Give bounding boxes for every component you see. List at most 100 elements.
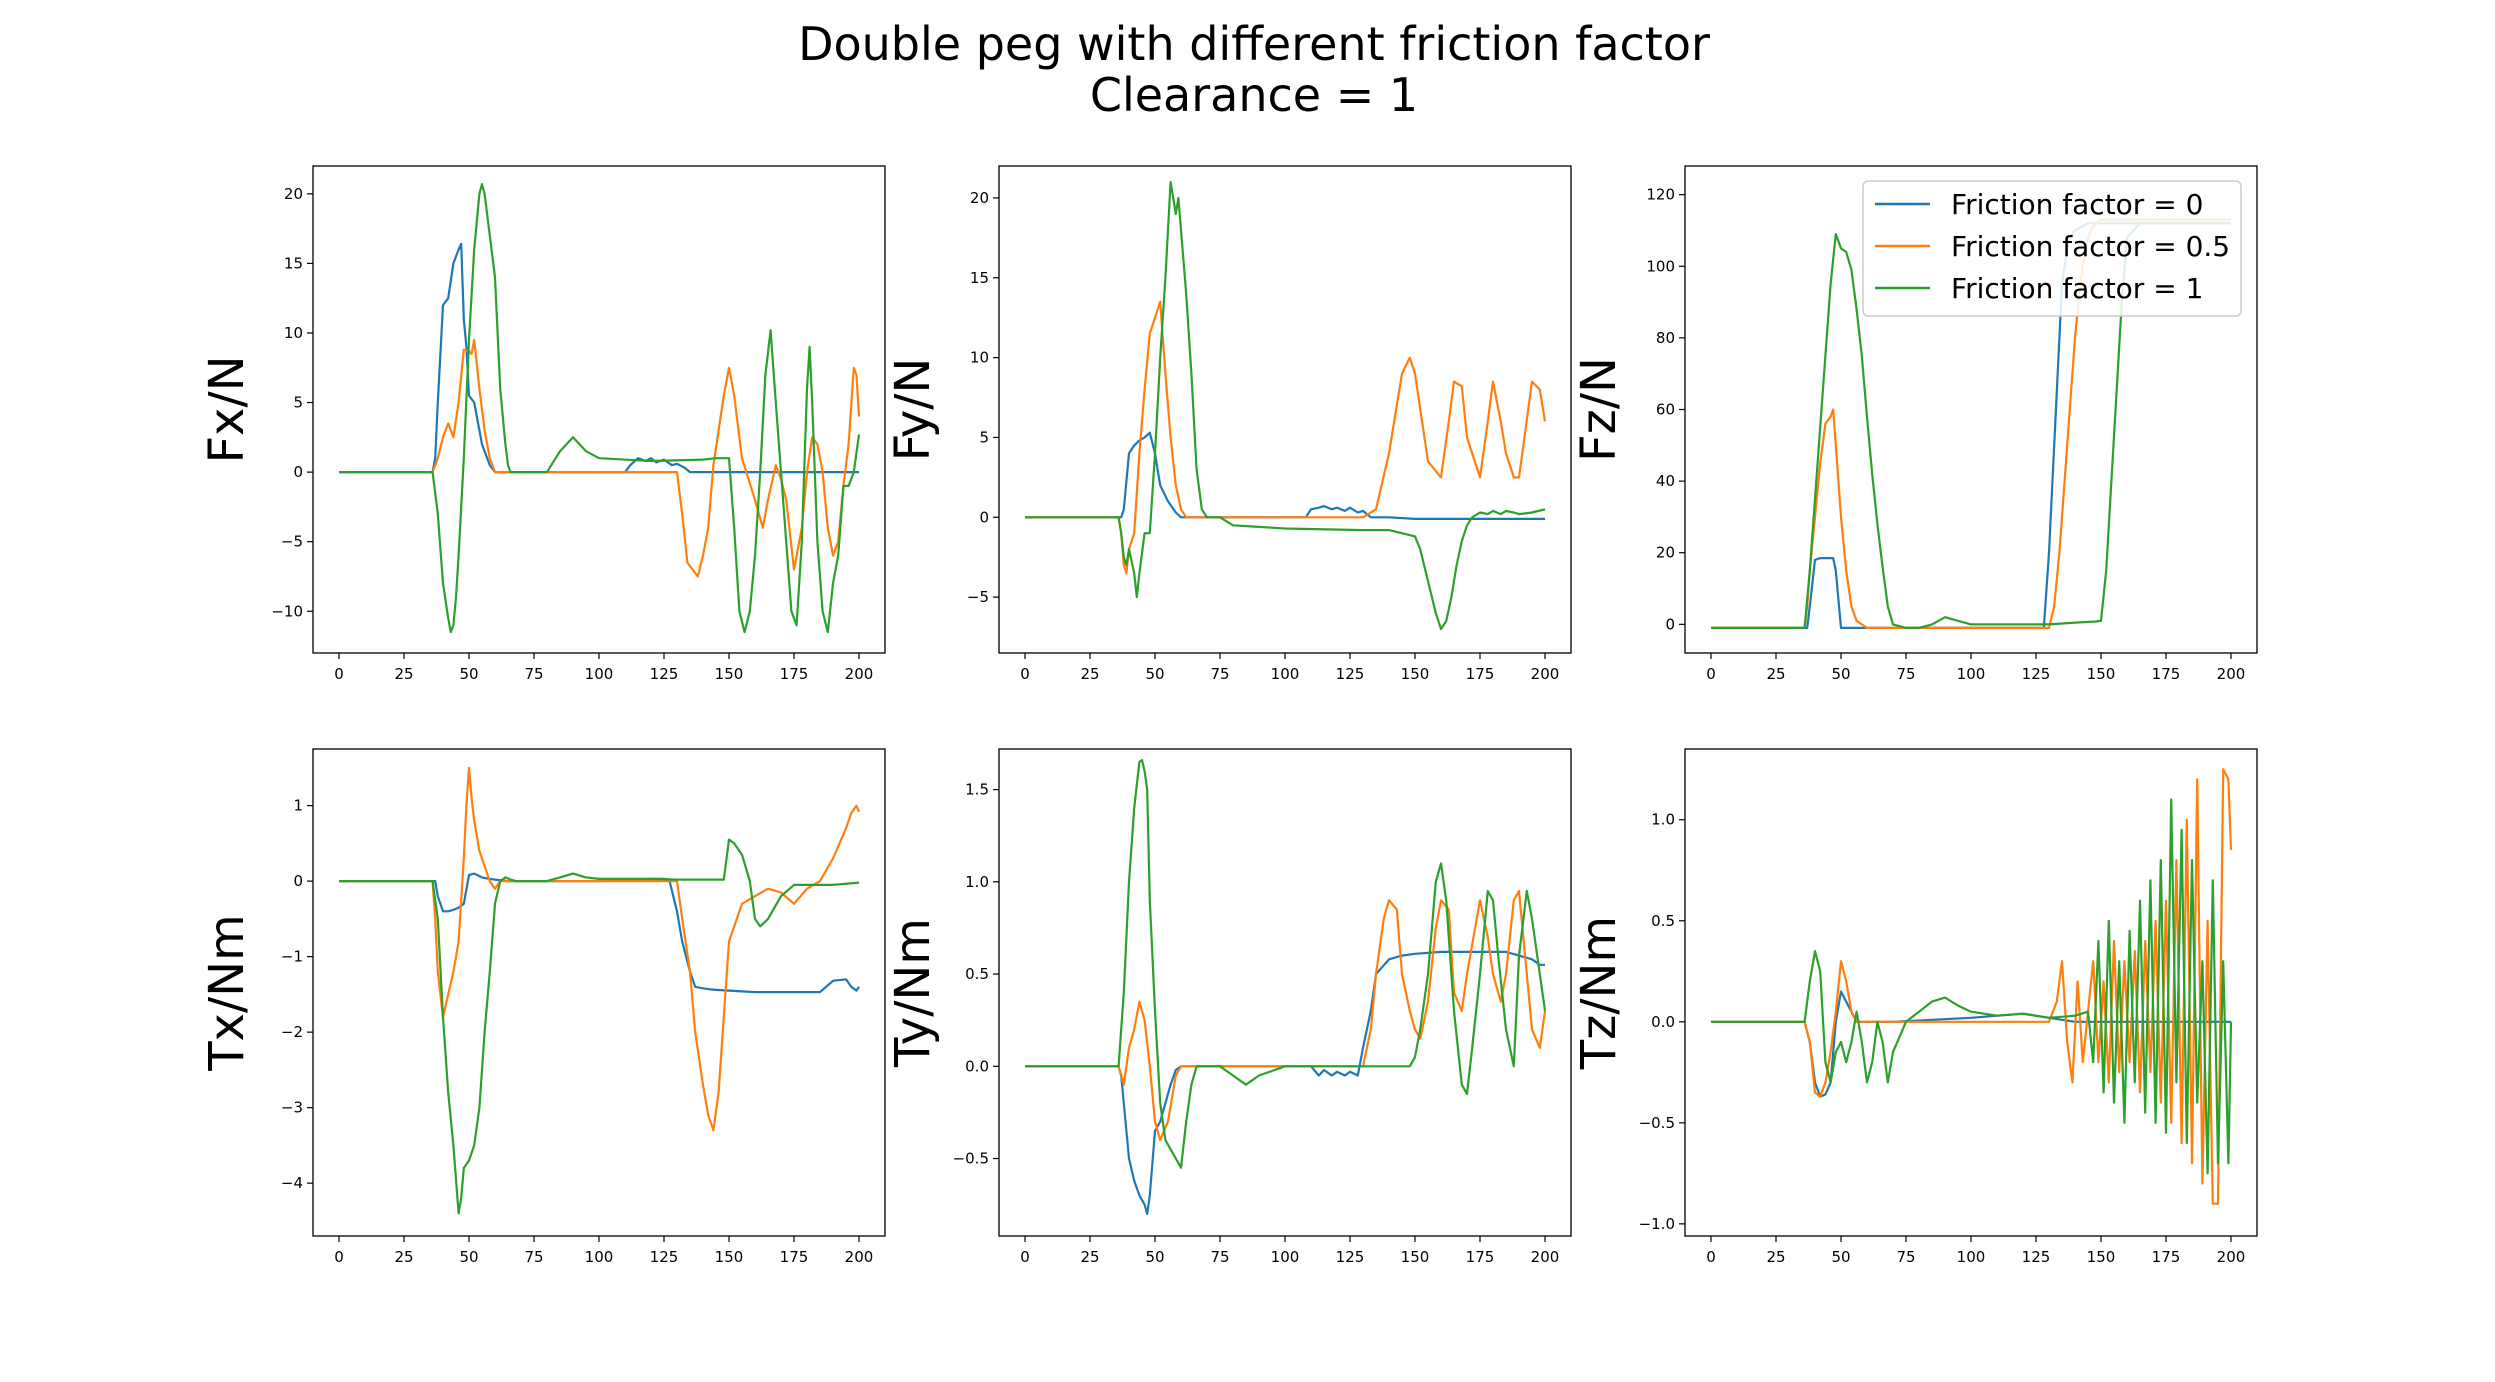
- fy-xtick-label: 75: [1210, 665, 1229, 683]
- ty-ytick-label: 0.0: [965, 1057, 989, 1075]
- fz-xtick-label: 75: [1896, 665, 1915, 683]
- fz-xtick-label: 50: [1831, 665, 1850, 683]
- tz-xtick-label: 75: [1896, 1248, 1915, 1266]
- fy-xtick-label: 25: [1080, 665, 1099, 683]
- tx-ytick-label: −1: [281, 948, 303, 966]
- panel-fy: 0 25 50 75 100 125 150 175 200 −5 0 5 10 15 20 Fy/N: [885, 165, 1572, 683]
- tz-ytick-label: −1.0: [1639, 1215, 1675, 1233]
- tx-series-group: [339, 766, 861, 1215]
- legend-label-f05: Friction factor = 0.5: [1951, 230, 2230, 263]
- ty-series-group: [1025, 758, 1547, 1216]
- ty-ytick-label: 1.0: [965, 873, 989, 891]
- fx-ytick-label: −5: [281, 533, 303, 551]
- tx-xtick-label: 200: [845, 1248, 874, 1266]
- fy-xtick-label: 0: [1020, 665, 1030, 683]
- tz-ytick-label: 1.0: [1651, 811, 1675, 829]
- tx-series-f05: [339, 766, 861, 1132]
- tx-xtick-label: 50: [459, 1248, 478, 1266]
- fx-xtick-label: 175: [780, 665, 809, 683]
- ty-xtick-label: 25: [1080, 1248, 1099, 1266]
- tz-xtick-label: 0: [1706, 1248, 1716, 1266]
- fy-ytick-label: 5: [979, 428, 989, 446]
- ty-xtick-label: 50: [1145, 1248, 1164, 1266]
- ty-series-f1: [1025, 758, 1547, 1169]
- fx-xtick-label: 125: [650, 665, 679, 683]
- fy-series-f0: [1025, 431, 1545, 521]
- fz-xtick-label: 100: [1957, 665, 1986, 683]
- panel-tx: 0 25 50 75 100 125 150 175 200 −4 −3 −2 −1 0 1 Tx/Nm: [199, 748, 886, 1266]
- tz-xtick-label: 200: [2217, 1248, 2246, 1266]
- tx-xtick-label: 25: [394, 1248, 413, 1266]
- tz-xtick-label: 100: [1957, 1248, 1986, 1266]
- panel-tz: 0 25 50 75 100 125 150 175 200 −1.0 −0.5 0.0 0.5 1.0 T…: [1571, 748, 2258, 1266]
- fx-series-f0: [339, 242, 859, 474]
- fx-ytick-label: 10: [284, 324, 303, 342]
- tx-ytick-label: −4: [281, 1174, 303, 1192]
- fy-xtick-label: 175: [1466, 665, 1495, 683]
- fx-ytick-label: 0: [293, 463, 303, 481]
- tz-xtick-label: 25: [1766, 1248, 1785, 1266]
- ty-ylabel: Ty/Nm: [885, 918, 941, 1068]
- fy-axes-frame: [998, 165, 1572, 654]
- tx-series-f1: [339, 838, 860, 1215]
- fy-xtick-label: 100: [1271, 665, 1300, 683]
- fx-series-group: [339, 183, 861, 634]
- ty-xtick-label: 150: [1401, 1248, 1430, 1266]
- ty-ytick-label: 0.5: [965, 965, 989, 983]
- fx-ytick-label: 20: [284, 185, 303, 203]
- tx-ylabel: Tx/Nm: [199, 914, 255, 1072]
- tx-ytick-label: −2: [281, 1023, 303, 1041]
- ty-series-f0: [1025, 950, 1545, 1216]
- ty-xtick-label: 75: [1210, 1248, 1229, 1266]
- tx-xtick-label: 175: [780, 1248, 809, 1266]
- fz-ytick-label: 20: [1656, 544, 1675, 562]
- fz-xtick-label: 0: [1706, 665, 1716, 683]
- fx-xtick-label: 75: [524, 665, 543, 683]
- fx-ytick-label: −10: [271, 602, 303, 620]
- tx-xtick-label: 0: [334, 1248, 344, 1266]
- tx-xtick-label: 125: [650, 1248, 679, 1266]
- fy-xtick-label: 50: [1145, 665, 1164, 683]
- tz-ytick-label: −0.5: [1639, 1114, 1675, 1132]
- fy-series-group: [1025, 180, 1547, 631]
- fx-xtick-label: 50: [459, 665, 478, 683]
- fx-ytick-label: 15: [284, 254, 303, 272]
- legend: Friction factor = 0 Friction factor = 0.…: [1862, 180, 2242, 317]
- ty-ytick-label: −0.5: [953, 1150, 989, 1168]
- fx-xtick-label: 25: [394, 665, 413, 683]
- tx-xtick-label: 75: [524, 1248, 543, 1266]
- tx-xtick-label: 100: [585, 1248, 614, 1266]
- fy-ytick-label: 10: [970, 349, 989, 367]
- fy-xtick-label: 125: [1336, 665, 1365, 683]
- fx-series-f1: [339, 183, 861, 634]
- tz-xtick-label: 125: [2022, 1248, 2051, 1266]
- tx-ytick-label: −3: [281, 1099, 303, 1117]
- fz-xtick-label: 125: [2022, 665, 2051, 683]
- fz-series-f1: [1711, 222, 2231, 630]
- fz-ytick-label: 40: [1656, 472, 1675, 490]
- panel-fx: 0 25 50 75 100 125 150 175 200 −10 −5 0 5 10 15 20 Fx/N: [199, 165, 886, 683]
- tz-xtick-label: 150: [2087, 1248, 2116, 1266]
- ty-xtick-label: 100: [1271, 1248, 1300, 1266]
- tz-ytick-label: 0.0: [1651, 1013, 1675, 1031]
- fz-ylabel: Fz/N: [1571, 357, 1627, 462]
- tz-ylabel: Tz/Nm: [1571, 916, 1627, 1070]
- fy-ytick-label: 20: [970, 189, 989, 207]
- fz-xtick-label: 150: [2087, 665, 2116, 683]
- fx-series-f05: [339, 338, 861, 578]
- legend-label-f0: Friction factor = 0: [1951, 188, 2203, 221]
- tz-xtick-label: 175: [2152, 1248, 2181, 1266]
- fz-xtick-label: 200: [2217, 665, 2246, 683]
- tz-series-group: [1711, 768, 2233, 1205]
- fx-xtick-label: 100: [585, 665, 614, 683]
- fy-ylabel: Fy/N: [885, 358, 941, 462]
- fy-ytick-label: −5: [967, 588, 989, 606]
- legend-frame: [1862, 180, 2242, 317]
- fx-ylabel: Fx/N: [199, 355, 255, 463]
- ty-series-f05: [1025, 889, 1547, 1142]
- fy-ytick-label: 0: [979, 508, 989, 526]
- figure-title-line1: Double peg with different friction facto…: [798, 17, 1710, 71]
- fy-xtick-label: 200: [1531, 665, 1560, 683]
- fz-ytick-label: 60: [1656, 401, 1675, 419]
